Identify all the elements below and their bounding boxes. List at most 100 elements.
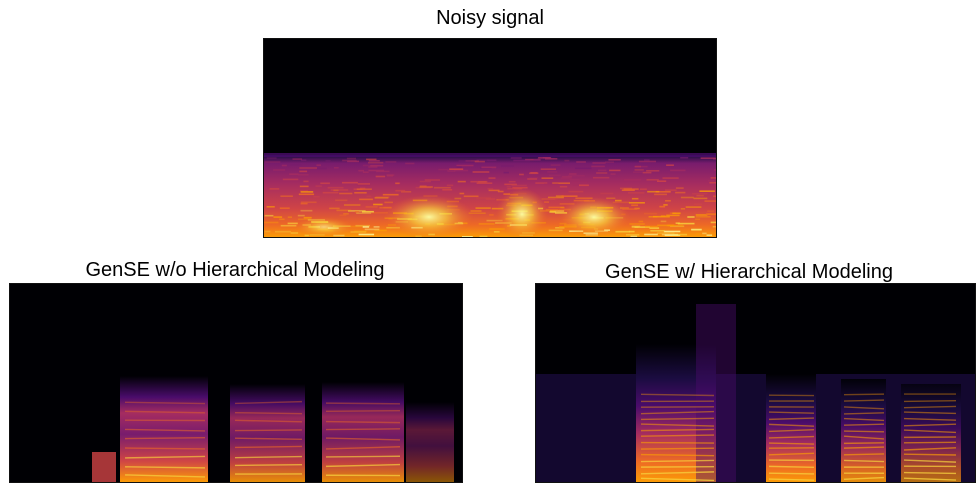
noise-texture	[632, 226, 639, 228]
noise-texture	[705, 200, 717, 202]
noise-texture	[335, 200, 347, 202]
noise-texture	[701, 157, 716, 159]
noise-texture	[509, 181, 516, 183]
noise-texture	[299, 171, 307, 173]
noise-texture	[654, 194, 667, 196]
noise-texture	[605, 161, 614, 163]
spectrogram-with-hierarchical	[535, 283, 976, 483]
noise-texture	[323, 192, 339, 194]
harmonic-line	[904, 401, 956, 402]
noise-texture	[473, 171, 490, 173]
noise-texture	[355, 225, 370, 227]
noise-texture	[657, 180, 666, 182]
noise-texture	[376, 176, 385, 178]
noise-texture	[488, 188, 494, 190]
noise-texture	[504, 172, 509, 174]
noise-texture	[328, 187, 344, 189]
noise-texture	[633, 171, 643, 173]
noise-texture	[343, 213, 349, 215]
noise-texture	[369, 160, 380, 162]
noise-texture	[420, 185, 427, 187]
noise-texture	[298, 215, 305, 217]
noise-texture	[579, 185, 589, 187]
noise-texture	[534, 159, 541, 161]
noise-texture	[456, 165, 473, 167]
noise-texture	[593, 177, 609, 179]
noise-texture	[449, 168, 463, 170]
noise-texture	[541, 168, 556, 170]
noise-texture	[575, 168, 592, 170]
noise-texture	[354, 192, 367, 194]
noise-texture	[501, 165, 514, 167]
noise-texture	[368, 166, 377, 168]
noise-texture	[696, 214, 708, 216]
noise-texture	[670, 170, 685, 172]
noise-texture	[299, 167, 317, 169]
noise-texture	[661, 221, 667, 223]
noise-texture	[498, 191, 504, 193]
noise-texture	[300, 186, 309, 188]
panel-title-with-hierarchical: GenSE w/ Hierarchical Modeling	[523, 260, 975, 284]
noise-texture	[596, 172, 607, 174]
noise-texture	[348, 180, 362, 182]
noise-texture	[665, 200, 671, 202]
noise-texture	[591, 166, 605, 168]
noise-texture	[511, 157, 522, 159]
noise-texture	[326, 160, 331, 162]
noise-texture	[374, 226, 380, 228]
noise-texture	[624, 188, 639, 190]
noise-texture	[665, 189, 677, 191]
noise-texture	[265, 215, 274, 217]
noise-texture	[316, 164, 321, 166]
noise-texture	[395, 183, 399, 185]
noise-texture	[301, 210, 313, 212]
noise-texture	[568, 175, 585, 177]
spectrogram-noisy	[263, 38, 717, 238]
noise-texture	[692, 229, 702, 231]
noise-texture	[279, 219, 285, 221]
noise-texture	[699, 190, 715, 192]
noise-texture	[420, 181, 431, 183]
noise-texture	[663, 204, 667, 206]
noise-texture	[592, 162, 605, 164]
harmonic-line	[641, 448, 714, 449]
noise-texture	[331, 189, 349, 191]
noise-texture	[384, 202, 393, 204]
noise-texture	[561, 177, 572, 179]
noise-texture	[264, 222, 278, 224]
noise-texture	[657, 232, 674, 234]
noise-texture	[365, 229, 380, 231]
noise-texture	[609, 170, 620, 172]
noise-texture	[265, 161, 281, 163]
speech-segment	[230, 384, 305, 482]
noise-texture	[644, 213, 657, 215]
noise-texture	[274, 216, 283, 218]
noise-texture	[709, 182, 716, 184]
noise-texture	[668, 225, 673, 227]
noise-texture	[564, 160, 569, 162]
noise-texture	[267, 206, 275, 208]
noise-texture	[544, 183, 558, 185]
noise-texture	[362, 211, 374, 213]
noise-texture	[316, 185, 322, 187]
noise-texture	[672, 213, 680, 215]
noise-texture	[647, 191, 659, 193]
noise-texture	[342, 182, 358, 184]
noise-texture	[447, 185, 453, 187]
noise-texture	[686, 206, 702, 208]
noise-texture	[359, 234, 375, 236]
noise-texture	[476, 197, 491, 199]
noise-texture	[675, 192, 685, 194]
harmonic-line	[769, 473, 814, 474]
noise-texture	[347, 161, 359, 163]
noise-texture	[487, 160, 496, 162]
noise-texture	[334, 167, 339, 169]
panel-title-without-hierarchical: GenSE w/o Hierarchical Modeling	[9, 258, 461, 282]
noise-texture	[624, 179, 641, 181]
noise-texture	[707, 210, 714, 212]
noise-texture	[569, 191, 584, 193]
noise-texture	[696, 233, 701, 235]
noise-texture	[626, 234, 639, 236]
noise-texture	[267, 157, 277, 159]
noise-texture	[291, 232, 298, 234]
